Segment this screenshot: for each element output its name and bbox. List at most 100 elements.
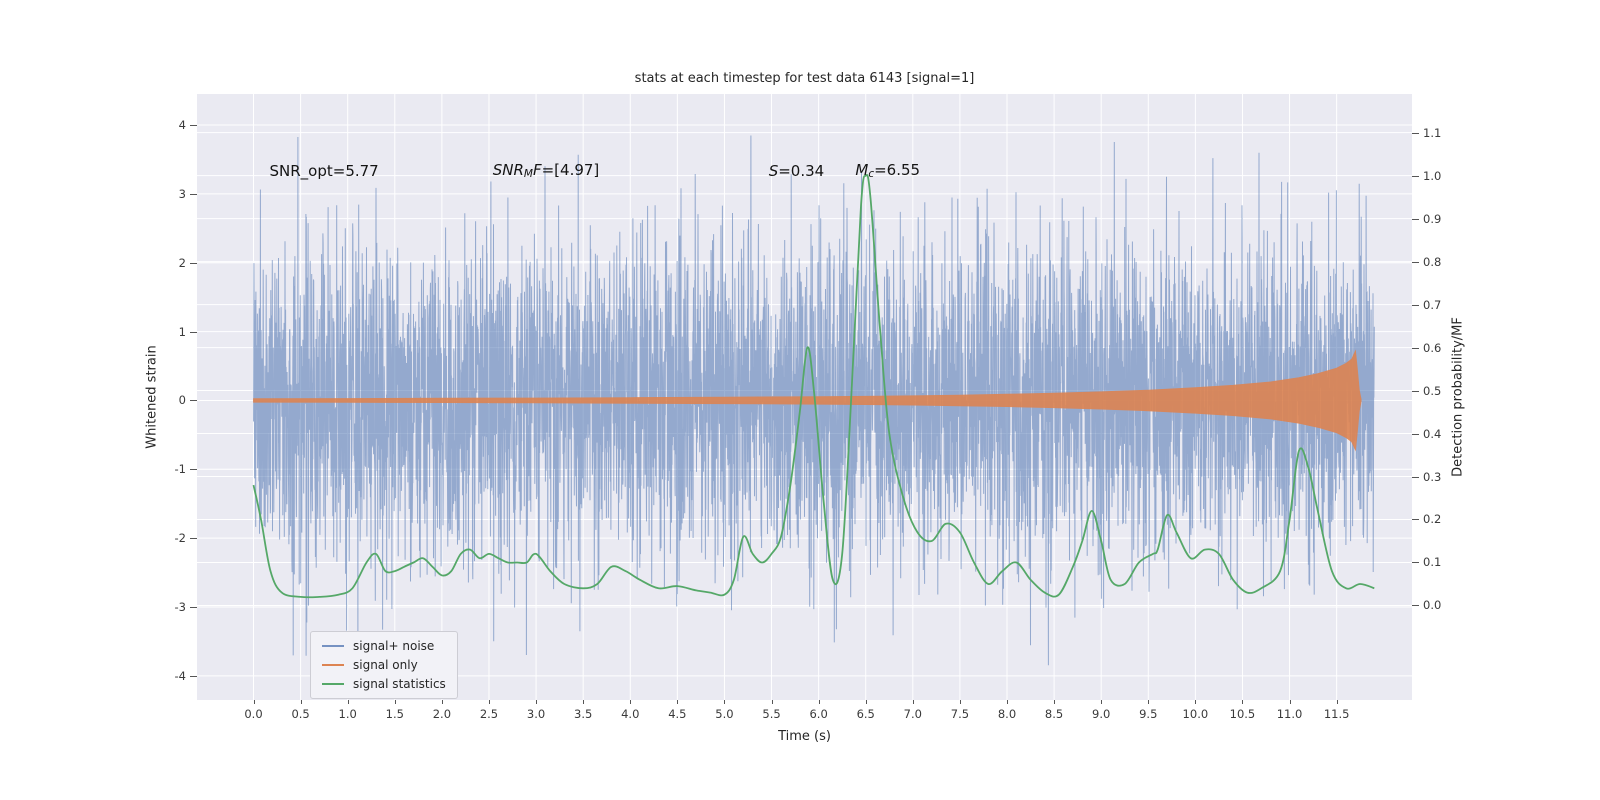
x-tick-label: 2.5: [479, 707, 499, 721]
legend-item: signal+ noise: [322, 639, 446, 653]
x-tick-mark: [347, 700, 349, 704]
x-tick-mark: [253, 700, 255, 704]
x-tick-mark: [1007, 700, 1008, 704]
x-tick-mark: [1148, 700, 1150, 704]
x-tick-label: 1.5: [385, 707, 404, 721]
y-right-tick-mark: [1412, 175, 1419, 177]
y-right-tick-label: 0.2: [1423, 512, 1442, 527]
x-tick-label: 11.0: [1276, 707, 1303, 721]
x-tick-label: 0.5: [291, 707, 310, 721]
y-right-tick-mark: [1412, 562, 1419, 564]
x-tick-mark: [724, 700, 726, 704]
x-tick-mark: [1195, 700, 1197, 704]
y-right-tick-label: 0.3: [1423, 469, 1442, 484]
y-left-tick-label: 0: [178, 393, 186, 408]
annotation-segment: M: [523, 168, 533, 181]
x-tick-mark: [1054, 700, 1056, 704]
x-tick-mark: [677, 700, 679, 704]
annotation-segment: S: [768, 162, 779, 181]
y-right-tick-label: 1.1: [1423, 125, 1442, 140]
annotation-segment: =6.55: [874, 160, 921, 179]
x-tick-mark: [1242, 700, 1244, 704]
x-tick-mark: [1101, 700, 1103, 704]
y-left-tick-label: 2: [178, 255, 186, 270]
y-axis-label-right: Detection probability/MF: [1450, 317, 1466, 477]
legend-swatch: [322, 663, 344, 667]
y-left-tick-mark: [190, 607, 197, 609]
x-tick-mark: [630, 700, 632, 704]
x-tick-label: 9.5: [1139, 707, 1158, 721]
x-tick-mark: [865, 700, 867, 704]
legend: signal+ noise signal only signal statistic…: [310, 631, 458, 699]
legend-label: signal statistics: [353, 677, 446, 691]
y-left-tick-label: -1: [174, 462, 186, 477]
annotation: S=0.34: [769, 162, 825, 180]
x-tick-label: 5.0: [715, 707, 734, 721]
annotation: SNR_opt=5.77: [270, 162, 379, 180]
y-left-tick-mark: [190, 400, 197, 402]
y-right-tick-label: 0.0: [1423, 598, 1442, 613]
y-right-tick-mark: [1412, 390, 1419, 392]
x-tick-label: 9.0: [1092, 707, 1111, 721]
y-left-tick-label: -3: [174, 600, 186, 615]
y-right-tick-mark: [1412, 261, 1419, 263]
x-tick-label: 8.5: [1044, 707, 1064, 721]
annotation: Mc=6.55: [855, 161, 920, 180]
y-right-tick-mark: [1412, 218, 1419, 220]
y-left-tick-label: -4: [174, 668, 186, 683]
x-tick-mark: [394, 700, 396, 704]
legend-label: signal only: [353, 658, 418, 672]
annotation-segment: F: [532, 160, 542, 179]
y-right-tick-mark: [1412, 476, 1419, 478]
x-tick-label: 8.0: [997, 707, 1017, 721]
annotation-segment: SNR_opt=5.77: [269, 162, 379, 181]
x-tick-mark: [818, 700, 820, 704]
x-tick-mark: [771, 700, 773, 704]
x-tick-label: 10.5: [1229, 707, 1256, 721]
x-tick-label: 4.0: [621, 707, 640, 721]
chart-title: stats at each timestep for test data 614…: [634, 71, 975, 86]
y-left-tick-mark: [190, 469, 197, 471]
y-right-tick-label: 0.6: [1423, 340, 1442, 355]
x-tick-mark: [912, 700, 914, 704]
y-right-tick-label: 0.4: [1423, 426, 1442, 441]
legend-item: signal statistics: [322, 677, 446, 691]
y-left-tick-mark: [190, 262, 197, 264]
series-signal-only: [253, 349, 1362, 452]
y-right-tick-label: 0.7: [1423, 297, 1442, 312]
y-right-tick-mark: [1412, 433, 1419, 435]
legend-label: signal+ noise: [353, 639, 435, 653]
y-right-tick-mark: [1412, 605, 1419, 607]
series-signal-plus-noise: [253, 135, 1375, 666]
x-tick-mark: [536, 700, 538, 704]
y-right-tick-label: 0.9: [1423, 211, 1442, 226]
y-right-tick-mark: [1412, 519, 1419, 521]
x-tick-mark: [488, 700, 490, 704]
annotation-segment: M: [855, 160, 869, 179]
x-tick-label: 3.0: [526, 707, 546, 721]
x-tick-label: 5.5: [762, 707, 781, 721]
x-tick-label: 6.0: [809, 707, 828, 721]
x-tick-label: 6.5: [856, 707, 875, 721]
series-signal-statistics: [252, 173, 1375, 599]
annotation-segment: SNR: [492, 160, 524, 179]
legend-swatch: [322, 644, 344, 648]
x-tick-label: 0.0: [244, 707, 263, 721]
x-tick-mark: [1289, 700, 1291, 704]
x-tick-mark: [959, 700, 961, 704]
x-tick-label: 11.5: [1323, 707, 1350, 721]
y-right-tick-label: 0.5: [1423, 383, 1442, 398]
x-tick-label: 3.5: [574, 707, 593, 721]
x-tick-mark: [583, 700, 585, 704]
y-left-tick-mark: [190, 193, 197, 195]
y-right-tick-mark: [1412, 304, 1419, 306]
y-left-tick-label: -2: [174, 531, 186, 546]
y-left-tick-label: 1: [178, 324, 186, 339]
x-tick-label: 10.0: [1182, 707, 1209, 721]
y-right-tick-label: 0.8: [1423, 254, 1442, 269]
x-tick-mark: [1336, 700, 1338, 704]
annotation-segment: =[4.97]: [541, 160, 600, 179]
chart-canvas: [197, 94, 1412, 700]
y-left-tick-mark: [190, 675, 197, 677]
x-tick-label: 7.5: [950, 707, 970, 721]
